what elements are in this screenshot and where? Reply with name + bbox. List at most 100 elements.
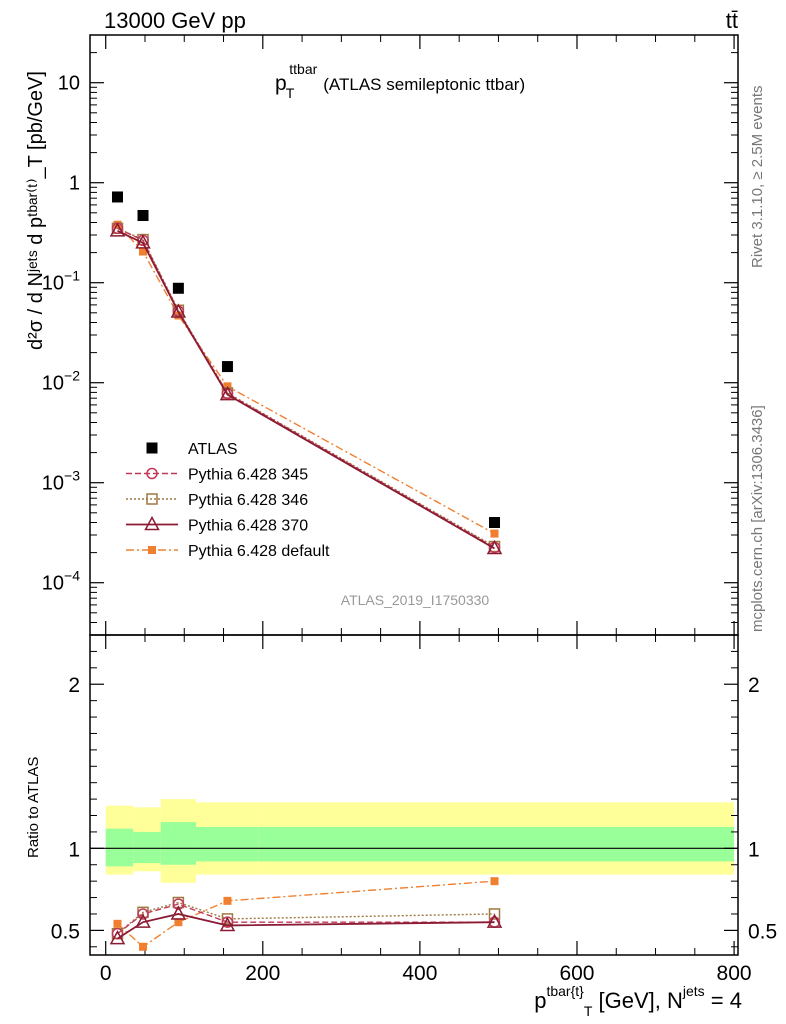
data-point (489, 517, 501, 529)
plot-title-sub: T (286, 85, 295, 101)
ratio-point (113, 919, 122, 928)
ratio-tick-label-left: 2 (68, 674, 80, 697)
x-axis-label-sub: T (584, 1003, 593, 1019)
legend-label: Pythia 6.428 370 (188, 518, 308, 535)
y-tick-label-base: 1 (69, 173, 80, 195)
x-tick-label: 0 (100, 962, 112, 985)
y-tick-label-base: 10 (42, 473, 64, 495)
series-line-upper (117, 227, 495, 549)
ratio-point (111, 927, 124, 940)
plot-title-rest: (ATLAS semileptonic ttbar) (323, 75, 525, 94)
ratio-point (223, 896, 232, 905)
lower-panel-frame (89, 634, 739, 956)
legend-marker (146, 493, 158, 505)
legend-label: Pythia 6.428 346 (188, 492, 308, 509)
ratio-tick-label-right: 1 (748, 838, 760, 861)
band-inner-bin (160, 822, 197, 865)
rivet-version-label: Rivet 3.1.10, ≥ 2.5M events (749, 86, 766, 269)
x-axis-label-main: p (534, 988, 546, 1013)
data-point (139, 247, 148, 256)
ratio-point (221, 913, 234, 925)
data-point (137, 210, 149, 222)
y-tick-label-base: 10 (58, 73, 80, 95)
data-point (135, 234, 151, 249)
y-tick-label-exp: −4 (64, 568, 80, 584)
plot-title-sup: ttbar (289, 61, 317, 77)
ratio-uncertainty-band (90, 799, 738, 883)
energy-label: 13000 GeV pp (104, 8, 246, 33)
band-inner-bin (258, 827, 735, 862)
y-tick-label: 10−4 (42, 568, 80, 595)
legend-label: Pythia 6.428 345 (188, 467, 308, 484)
band-inner-bin (196, 827, 259, 862)
ratio-point (488, 908, 501, 920)
data-point (486, 539, 503, 555)
ratio-tick-label-left: 1 (68, 838, 80, 861)
data-point (172, 282, 184, 294)
plot-title-main: p (275, 72, 287, 95)
data-point (221, 361, 233, 373)
ratio-point (172, 898, 185, 910)
y-tick-label: 10−2 (42, 368, 80, 395)
mcplots-label: mcplots.cern.ch [arXiv:1306.3436] (749, 405, 766, 632)
data-point (111, 191, 123, 203)
upper-y-axis-label: d²σ / d Nʲᵉᵗˢ d pᵗᵇᵃʳ⁽ᵗ⁾_T [pb/GeV] (25, 71, 47, 350)
ratio-point (219, 916, 236, 932)
series-line-upper (117, 227, 495, 548)
y-tick-label: 1 (69, 173, 80, 195)
data-point (490, 529, 499, 538)
y-tick-label-base: 10 (42, 573, 64, 595)
x-axis-label-tail: = 4 (705, 988, 742, 1013)
legend-entry-p345: Pythia 6.428 345 (126, 467, 308, 484)
legend-entry-p370: Pythia 6.428 370 (126, 515, 308, 535)
series-line-ratio (117, 903, 495, 935)
band-inner-bin (105, 828, 134, 867)
y-tick-label-exp: −3 (64, 468, 80, 484)
ratio-tick-label-right: 0.5 (748, 920, 777, 943)
x-tick-label: 200 (245, 962, 280, 985)
legend: ATLAS Pythia 6.428 345 Pythia 6.428 346 Pyt… (126, 441, 330, 560)
x-axis-label-rest: [GeV], N (592, 988, 682, 1013)
x-tick-label: 600 (559, 962, 594, 985)
lower-y-axis-label: Ratio to ATLAS (25, 757, 42, 858)
y-tick-label-base: 10 (42, 373, 64, 395)
analysis-label: ATLAS_2019_I1750330 (341, 592, 490, 608)
data-point (219, 386, 236, 401)
series-line-ratio (117, 901, 495, 935)
x-axis-label-jets: jets (682, 983, 705, 999)
ratio-tick-label-right: 2 (748, 674, 760, 697)
ratio-point (490, 877, 499, 886)
legend-label: Pythia 6.428 default (188, 543, 330, 560)
x-axis: 0 200 400 600 800 (100, 35, 752, 985)
series-line-ratio (117, 880, 495, 948)
ratio-point (137, 908, 149, 920)
ratio-tick-label-left: 0.5 (51, 920, 80, 943)
data-point (109, 222, 126, 237)
data-point (170, 303, 187, 318)
x-axis-label-sup: tbar{t} (546, 983, 584, 999)
ratio-point (486, 913, 503, 928)
legend-entry-pdefault: Pythia 6.428 default (126, 543, 330, 560)
y-tick-label-base: 10 (42, 273, 64, 295)
legend-marker (146, 467, 158, 480)
y-tick-label: 10−3 (42, 468, 80, 495)
lower-y-axis: 0.5 0.5 1 1 2 2 (51, 650, 777, 948)
legend-marker (148, 546, 156, 554)
band-inner-bin (133, 831, 161, 864)
legend-entry-p346: Pythia 6.428 346 (126, 492, 308, 509)
x-tick-label: 800 (717, 962, 752, 985)
series-line-upper (116, 224, 495, 535)
legend-entry-atlas: ATLAS (146, 441, 238, 458)
series-line-upper (117, 230, 495, 550)
ratio-point (139, 942, 148, 951)
plot-title: pTttbar (ATLAS semileptonic ttbar) (275, 61, 525, 101)
y-tick-label: 10 (58, 73, 80, 95)
ratio-point (109, 930, 126, 945)
data-series (109, 191, 503, 951)
ratio-point (135, 913, 151, 928)
y-tick-label-exp: −2 (64, 368, 80, 384)
series-line-ratio (117, 913, 495, 940)
x-axis-label: ptbar{t}T [GeV], Njets = 4 (534, 983, 742, 1019)
